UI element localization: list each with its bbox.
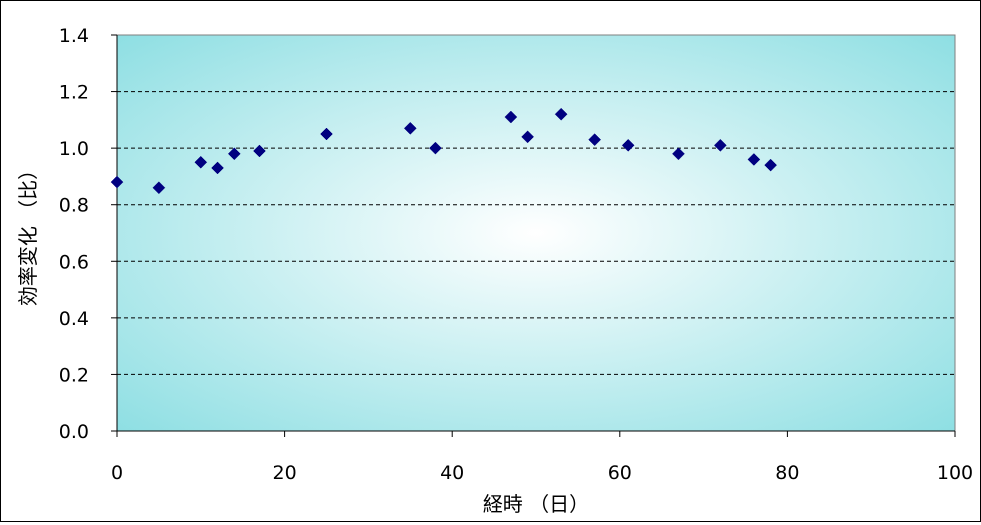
x-tick-label: 80 [775, 462, 799, 484]
y-axis-title: 効率変化 （比） [16, 160, 40, 306]
y-tick-label: 1.4 [59, 25, 89, 47]
data-point [429, 141, 442, 155]
data-point [621, 138, 635, 152]
y-tick-label: 1.2 [59, 82, 89, 104]
data-point [672, 147, 685, 161]
data-point [714, 138, 727, 152]
x-axis-title: 経時 （日） [483, 492, 589, 516]
x-tick-label: 40 [440, 462, 464, 484]
data-points [110, 107, 777, 195]
data-point [152, 181, 166, 195]
plot-area [116, 34, 956, 432]
y-tick-label: 0.2 [59, 364, 89, 386]
x-tick-label: 100 [937, 462, 973, 484]
data-point [227, 147, 241, 161]
data-point [764, 158, 777, 172]
data-point [403, 121, 417, 135]
y-tick-label: 0.6 [59, 251, 89, 273]
x-tick-labels: 0 20 40 60 80 100 [111, 462, 973, 484]
y-tick-label: 0.8 [59, 195, 89, 217]
y-tick-label: 0.0 [59, 421, 89, 443]
x-tick-label: 20 [273, 462, 297, 484]
y-tick-label: 1.0 [59, 138, 89, 160]
x-tick-label: 60 [608, 462, 632, 484]
y-tick-label: 0.4 [59, 308, 89, 330]
data-point [521, 130, 534, 144]
data-point [504, 110, 518, 124]
data-point [194, 155, 208, 169]
data-point [747, 153, 761, 166]
data-point [211, 161, 224, 175]
data-point [554, 107, 568, 121]
data-point [253, 144, 266, 158]
data-point [110, 175, 124, 189]
x-tick-label: 0 [111, 462, 123, 484]
axes [111, 34, 956, 437]
y-tick-labels: 0.0 0.2 0.4 0.6 0.8 1.0 1.2 1.4 [59, 25, 89, 443]
data-point [588, 133, 602, 147]
data-point [320, 127, 333, 141]
